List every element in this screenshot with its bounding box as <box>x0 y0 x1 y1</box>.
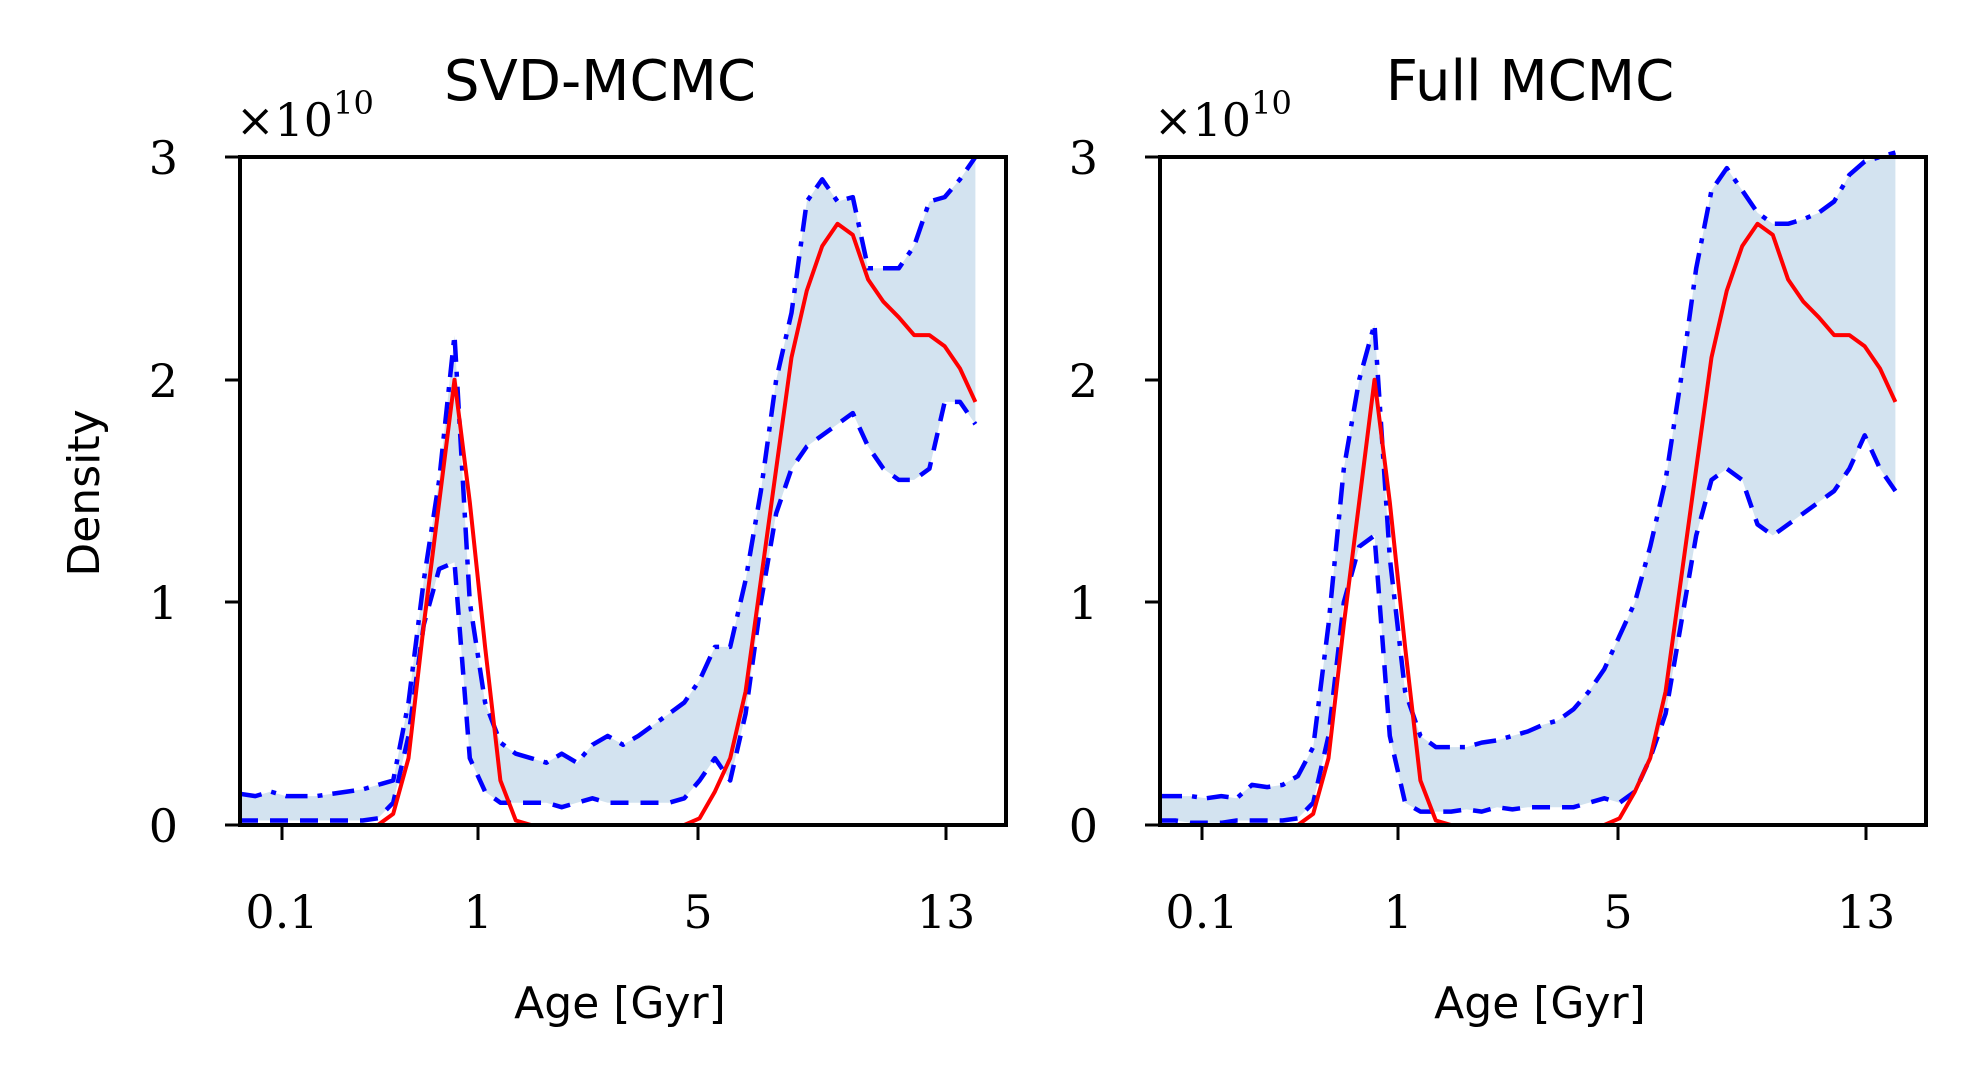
panel-2-y-ticks: 0 1 2 3 <box>1069 131 1160 853</box>
confidence-band <box>1160 152 1896 823</box>
series-line-lower-dashed <box>240 399 978 823</box>
panel-2-x-tick-label-0: 0.1 <box>1165 885 1238 939</box>
panel-1-x-ticks: 0.1 1 5 13 <box>245 825 975 939</box>
panel-2-y-tick-label-2: 2 <box>1069 354 1098 408</box>
series-line-lower-dashed <box>1160 433 1898 826</box>
panel-1-x-tick-label-2: 5 <box>683 885 712 939</box>
panel-1-title: SVD-MCMC <box>444 49 756 114</box>
panel-1-x-tick-label-3: 13 <box>917 885 976 939</box>
panel-2-y-multiplier: ×1010 <box>1154 84 1292 147</box>
panel-1-y-axis-label: Density <box>59 409 110 576</box>
panel-1-y-tick-label-0: 0 <box>149 799 178 853</box>
panel-full-mcmc: Full MCMC ×1010 Age [Gyr] 0 1 2 3 0.1 1 … <box>1069 49 1928 1029</box>
panel-2-axes-frame <box>1158 155 1928 827</box>
panel-1-y-tick-label-2: 2 <box>149 354 178 408</box>
panel-2-y-tick-label-1: 1 <box>1069 576 1098 630</box>
panel-1-y-multiplier: ×1010 <box>236 84 374 147</box>
panel-2-x-tick-label-2: 5 <box>1603 885 1632 939</box>
panel-2-x-axis-label: Age [Gyr] <box>1434 978 1646 1029</box>
panel-2-x-tick-label-3: 13 <box>1837 885 1896 939</box>
panel-1-x-tick-label-1: 1 <box>463 885 492 939</box>
panel-1-axes-frame <box>238 155 1008 827</box>
panel-2-y-tick-label-3: 3 <box>1069 131 1098 185</box>
series-line-upper-dashdot <box>1160 150 1897 801</box>
panel-1-x-axis-label: Age [Gyr] <box>514 978 726 1029</box>
panel-1-y-tick-label-1: 1 <box>149 576 178 630</box>
panel-2-x-tick-label-1: 1 <box>1383 885 1412 939</box>
panel-2-y-tick-label-0: 0 <box>1069 799 1098 853</box>
confidence-band <box>240 157 976 821</box>
panel-1-x-tick-label-0: 0.1 <box>245 885 318 939</box>
panel-2-title: Full MCMC <box>1386 49 1674 114</box>
panel-1-y-tick-label-3: 3 <box>149 131 178 185</box>
panel-svd-mcmc: SVD-MCMC ×1010 Density Age [Gyr] 0 1 2 3… <box>59 49 1008 1029</box>
panel-1-y-ticks: 0 1 2 3 <box>149 131 240 853</box>
series-line-upper-dashdot <box>239 155 978 799</box>
panel-2-x-ticks: 0.1 1 5 13 <box>1165 825 1895 939</box>
